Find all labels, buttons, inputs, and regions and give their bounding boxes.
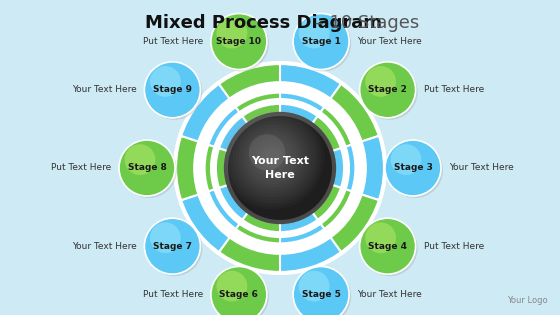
Text: Your Text
Here: Your Text Here	[251, 156, 309, 180]
Text: Stage 3: Stage 3	[394, 163, 432, 173]
Wedge shape	[280, 204, 342, 273]
Text: Put Text Here: Put Text Here	[143, 37, 203, 46]
Circle shape	[213, 268, 269, 315]
Circle shape	[387, 142, 443, 198]
Wedge shape	[306, 182, 380, 253]
Circle shape	[365, 66, 396, 97]
Text: Your Text Here: Your Text Here	[449, 163, 514, 173]
Circle shape	[362, 64, 418, 120]
Text: Stage 4: Stage 4	[368, 242, 407, 251]
Circle shape	[298, 18, 329, 49]
Text: Mixed Process Diagram: Mixed Process Diagram	[145, 14, 382, 32]
Text: Stage 9: Stage 9	[153, 85, 192, 94]
Circle shape	[211, 266, 267, 315]
Circle shape	[213, 15, 269, 72]
Wedge shape	[280, 63, 342, 132]
Circle shape	[144, 218, 200, 274]
Text: Your Text Here: Your Text Here	[357, 290, 422, 299]
Wedge shape	[180, 182, 254, 253]
Circle shape	[217, 271, 248, 301]
Text: Stage 7: Stage 7	[153, 242, 192, 251]
Wedge shape	[218, 204, 280, 273]
Circle shape	[295, 15, 351, 72]
Wedge shape	[322, 135, 385, 200]
Text: Your Text Here: Your Text Here	[72, 242, 137, 251]
Circle shape	[146, 64, 202, 120]
Circle shape	[298, 271, 329, 301]
Circle shape	[293, 14, 349, 70]
Circle shape	[391, 144, 422, 175]
Text: Put Text Here: Put Text Here	[423, 242, 484, 251]
Circle shape	[360, 62, 416, 118]
Circle shape	[228, 116, 332, 220]
Circle shape	[365, 222, 396, 253]
Text: Stage 8: Stage 8	[128, 163, 166, 173]
Text: Stage 6: Stage 6	[220, 290, 258, 299]
Text: Put Text Here: Put Text Here	[423, 85, 484, 94]
Text: Your Text Here: Your Text Here	[72, 85, 137, 94]
Wedge shape	[175, 135, 238, 200]
Text: – 10 Stages: – 10 Stages	[309, 14, 419, 32]
Circle shape	[249, 134, 285, 171]
Text: Your Logo: Your Logo	[507, 296, 548, 305]
Text: Put Text Here: Put Text Here	[143, 290, 203, 299]
Circle shape	[211, 14, 267, 70]
Circle shape	[144, 62, 200, 118]
Text: Stage 1: Stage 1	[302, 37, 340, 46]
Text: Stage 2: Stage 2	[368, 85, 407, 94]
Circle shape	[360, 218, 416, 274]
Circle shape	[124, 144, 156, 175]
Circle shape	[217, 18, 248, 49]
Circle shape	[150, 222, 181, 253]
Text: Put Text Here: Put Text Here	[51, 163, 111, 173]
Wedge shape	[218, 63, 280, 132]
Circle shape	[146, 220, 202, 276]
Text: Stage 5: Stage 5	[302, 290, 340, 299]
Text: Your Text Here: Your Text Here	[357, 37, 422, 46]
Text: Stage 10: Stage 10	[216, 37, 262, 46]
Circle shape	[362, 220, 418, 276]
Circle shape	[224, 112, 336, 224]
Circle shape	[119, 140, 175, 196]
Circle shape	[295, 268, 351, 315]
Circle shape	[293, 266, 349, 315]
Circle shape	[121, 142, 177, 198]
Wedge shape	[180, 83, 254, 154]
Circle shape	[150, 66, 181, 97]
Wedge shape	[306, 83, 380, 154]
Circle shape	[385, 140, 441, 196]
